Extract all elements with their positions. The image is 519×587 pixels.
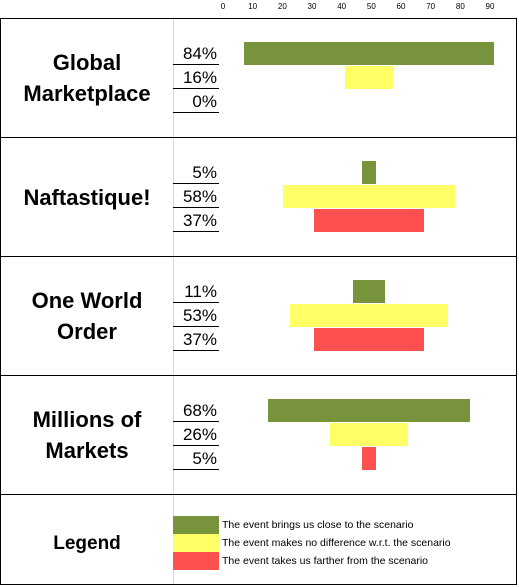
percent-label-farther: 5% — [173, 447, 219, 470]
percent-label-close: 5% — [173, 161, 219, 184]
x-tick-label: 20 — [277, 2, 287, 11]
legend-swatch-close — [173, 516, 219, 534]
legend-entry-no-difference: The event makes no difference w.r.t. the… — [222, 537, 451, 549]
percent-label-farther: 37% — [173, 328, 219, 351]
scenario-name: Millions of Markets — [1, 404, 173, 466]
scenario-name-line: Markets — [45, 438, 129, 463]
legend-title: Legend — [53, 533, 121, 554]
bar-farther — [361, 447, 377, 470]
scenario-name-line: Naftastique! — [23, 184, 151, 210]
x-tick-label: 30 — [307, 2, 317, 11]
scenario-name-line: Marketplace — [23, 81, 151, 106]
scenario-name-line: Millions of — [32, 407, 142, 432]
scenario-name: Global Marketplace — [1, 47, 173, 109]
x-tick-label: 40 — [337, 2, 347, 11]
percent-label-close: 84% — [173, 42, 219, 65]
x-tick-label: 10 — [248, 2, 258, 11]
bar-close — [352, 280, 386, 303]
percent-label-no-difference: 53% — [173, 304, 219, 327]
bar-farther — [314, 328, 424, 351]
legend-entry-close: The event brings us close to the scenari… — [222, 519, 414, 531]
legend-entry-farther: The event takes us farther from the scen… — [222, 555, 429, 567]
scenario-name: One World Order — [1, 285, 173, 347]
percent-label-close: 68% — [173, 399, 219, 422]
percent-label-no-difference: 58% — [173, 185, 219, 208]
percent-label-no-difference: 16% — [173, 66, 219, 89]
label-column-divider — [173, 19, 174, 584]
x-tick-label: 80 — [455, 2, 465, 11]
bar-close — [361, 161, 377, 184]
x-tick-label: 70 — [426, 2, 436, 11]
percent-label-close: 11% — [173, 280, 219, 303]
bar-no-difference — [345, 66, 393, 89]
section-divider — [1, 137, 516, 138]
x-tick-label: 90 — [485, 2, 495, 11]
percent-label-farther: 0% — [173, 90, 219, 113]
scenario-name: Naftastique! — [1, 182, 173, 213]
section-divider — [1, 375, 516, 376]
legend-swatch-no-difference — [173, 534, 219, 552]
x-tick-label: 60 — [396, 2, 406, 11]
scenario-name-line: Order — [57, 319, 117, 344]
bar-no-difference — [282, 185, 456, 208]
section-divider — [1, 256, 516, 257]
legend-swatch-farther — [173, 552, 219, 570]
percent-label-farther: 37% — [173, 209, 219, 232]
x-axis: 0 10 20 30 40 50 60 70 80 90 — [0, 0, 519, 18]
chart-frame: Global Marketplace 84% 16% 0% Naftastique! 5% 5… — [0, 18, 517, 585]
percent-label-no-difference: 26% — [173, 423, 219, 446]
bar-farther — [314, 209, 424, 232]
x-tick-label: 50 — [366, 2, 376, 11]
x-tick-label: 0 — [220, 2, 226, 11]
scenario-name-line: Global — [52, 50, 122, 75]
scenario-name-line: One World — [31, 288, 143, 313]
bar-close — [268, 399, 470, 422]
bar-close — [244, 42, 494, 65]
section-divider — [1, 494, 516, 495]
bar-no-difference — [330, 423, 408, 446]
bar-no-difference — [290, 304, 448, 327]
